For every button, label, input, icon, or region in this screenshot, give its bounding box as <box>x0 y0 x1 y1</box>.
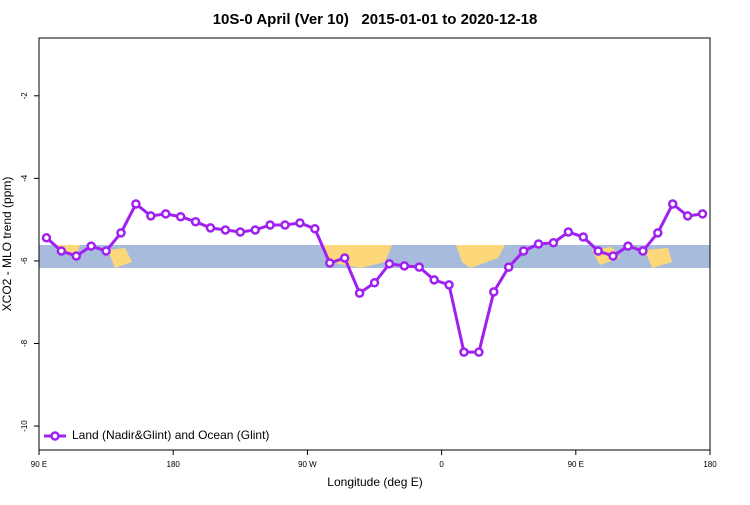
point <box>295 218 305 228</box>
latitude-band <box>39 245 710 268</box>
point <box>593 246 603 256</box>
point <box>339 253 350 263</box>
point <box>429 275 439 285</box>
point <box>160 209 171 219</box>
point <box>608 251 618 261</box>
point <box>146 211 156 221</box>
y-tick-label: -4 <box>20 174 29 182</box>
point <box>399 261 410 271</box>
point <box>578 232 589 242</box>
point <box>205 223 216 233</box>
land-patches <box>52 245 672 268</box>
point <box>265 220 275 230</box>
chart-title: 10S-0 April (Ver 10) 2015-01-01 to 2020-… <box>213 11 538 28</box>
x-tick-label: 0 <box>439 460 444 469</box>
point <box>653 228 663 238</box>
point <box>190 216 201 227</box>
point <box>235 227 246 237</box>
point <box>682 211 693 221</box>
point <box>638 246 648 256</box>
point <box>41 233 52 243</box>
point <box>548 238 559 248</box>
x-axis-label: Longitude (deg E) <box>327 475 422 489</box>
point <box>623 241 633 251</box>
point <box>518 246 529 256</box>
point <box>280 220 290 230</box>
point <box>444 280 454 290</box>
point <box>563 227 574 237</box>
point <box>220 225 231 235</box>
y-tick-label: -2 <box>20 92 29 100</box>
point <box>503 262 514 272</box>
point <box>459 347 469 357</box>
point <box>697 209 708 219</box>
point <box>667 199 678 209</box>
point <box>369 278 380 288</box>
legend-label: Land (Nadir&Glint) and Ocean (Glint) <box>72 428 269 442</box>
point <box>86 241 96 251</box>
x-tick-label: 180 <box>167 460 181 469</box>
point <box>354 288 365 298</box>
point <box>310 223 320 234</box>
y-tick-label: -6 <box>20 257 29 265</box>
point <box>131 199 141 209</box>
x-tick-label: 90 E <box>568 460 584 469</box>
plot-frame <box>38 37 711 451</box>
point <box>474 347 484 357</box>
point <box>175 212 186 222</box>
point <box>414 262 424 272</box>
point <box>101 246 111 256</box>
y-tick-label: -10 <box>20 420 29 432</box>
point <box>71 251 82 261</box>
point <box>489 287 499 297</box>
point <box>116 228 126 238</box>
x-tick-label: 90 E <box>31 460 47 469</box>
y-axis-label: XCO2 - MLO trend (ppm) <box>0 177 14 312</box>
point <box>533 239 544 249</box>
legend-marker <box>50 431 60 441</box>
point <box>250 225 260 235</box>
x-tick-label: 180 <box>703 460 717 469</box>
point <box>56 246 67 256</box>
point <box>384 259 395 269</box>
x-tick-label: 90 W <box>298 460 317 469</box>
y-tick-label: -8 <box>20 339 29 347</box>
point <box>325 258 335 268</box>
